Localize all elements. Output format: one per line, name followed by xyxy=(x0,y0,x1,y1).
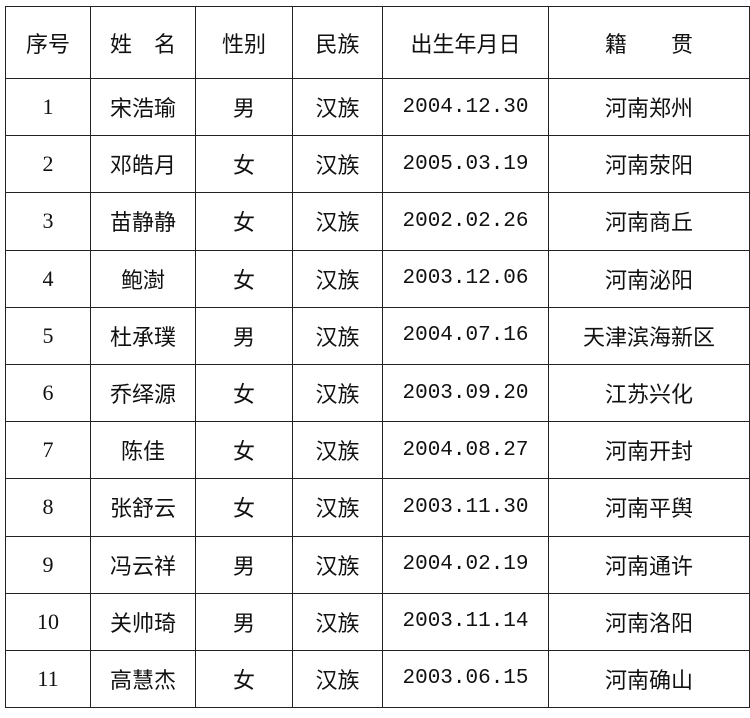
cell-no: 4 xyxy=(5,249,91,308)
table-row: 6 乔绎源女汉族 2003.09.20 江苏兴化 xyxy=(5,363,750,423)
table-row: 11 高慧杰女汉族 2003.06.15 河南确山 xyxy=(5,649,750,709)
cell-gender: 女 xyxy=(195,192,293,251)
cell-gender: 女 xyxy=(195,249,293,308)
cell-native: 河南荥阳 xyxy=(548,135,750,194)
cell-native: 江苏兴化 xyxy=(548,363,750,423)
cell-ethnicity: 汉族 xyxy=(292,135,383,194)
cell-name: 邓皓月 xyxy=(90,135,196,194)
cell-birth: 2004.08.27 xyxy=(382,421,549,480)
cell-birth: 2004.12.30 xyxy=(382,77,549,137)
cell-name: 关帅琦 xyxy=(90,592,196,651)
cell-name: 鲍澍 xyxy=(90,249,196,308)
cell-no: 2 xyxy=(5,135,91,194)
table-row: 5 杜承璞男汉族 2004.07.16 天津滨海新区 xyxy=(5,306,750,365)
header-birth: 出生年月日 xyxy=(382,6,549,79)
cell-gender: 男 xyxy=(195,77,293,137)
cell-gender: 男 xyxy=(195,535,293,594)
cell-name: 高慧杰 xyxy=(90,649,196,709)
cell-ethnicity: 汉族 xyxy=(292,535,383,594)
cell-birth: 2005.03.19 xyxy=(382,135,549,194)
cell-native: 河南开封 xyxy=(548,421,750,480)
cell-ethnicity: 汉族 xyxy=(292,192,383,251)
cell-no: 8 xyxy=(5,478,91,537)
cell-native: 河南通许 xyxy=(548,535,750,594)
cell-native: 河南平舆 xyxy=(548,478,750,537)
cell-ethnicity: 汉族 xyxy=(292,363,383,423)
table-row: 10 关帅琦男汉族 2003.11.14 河南洛阳 xyxy=(5,592,750,651)
header-gender: 性别 xyxy=(195,6,293,79)
cell-native: 河南确山 xyxy=(548,649,750,709)
table-row: 8 张舒云女汉族 2003.11.30 河南平舆 xyxy=(5,478,750,537)
cell-ethnicity: 汉族 xyxy=(292,306,383,365)
cell-gender: 女 xyxy=(195,478,293,537)
cell-gender: 女 xyxy=(195,649,293,709)
cell-ethnicity: 汉族 xyxy=(292,592,383,651)
cell-ethnicity: 汉族 xyxy=(292,77,383,137)
cell-gender: 男 xyxy=(195,306,293,365)
cell-birth: 2003.12.06 xyxy=(382,249,549,308)
cell-name: 冯云祥 xyxy=(90,535,196,594)
cell-no: 9 xyxy=(5,535,91,594)
cell-ethnicity: 汉族 xyxy=(292,421,383,480)
cell-birth: 2003.11.14 xyxy=(382,592,549,651)
header-row: 序号 姓 名 性别 民族 出生年月日 籍 贯 xyxy=(5,6,750,79)
cell-name: 苗静静 xyxy=(90,192,196,251)
cell-no: 10 xyxy=(5,592,91,651)
cell-ethnicity: 汉族 xyxy=(292,249,383,308)
cell-ethnicity: 汉族 xyxy=(292,478,383,537)
student-table: 序号 姓 名 性别 民族 出生年月日 籍 贯 1 宋浩瑜男汉族 2004.12.30… xyxy=(5,6,750,709)
cell-name: 张舒云 xyxy=(90,478,196,537)
header-ethnicity: 民族 xyxy=(292,6,383,79)
cell-name: 杜承璞 xyxy=(90,306,196,365)
cell-gender: 女 xyxy=(195,135,293,194)
header-no: 序号 xyxy=(5,6,91,79)
cell-birth: 2003.11.30 xyxy=(382,478,549,537)
header-native: 籍 贯 xyxy=(548,6,750,79)
cell-birth: 2003.06.15 xyxy=(382,649,549,709)
header-name: 姓 名 xyxy=(90,6,196,79)
table-row: 4 鲍澍女汉族 2003.12.06 河南泌阳 xyxy=(5,249,750,308)
cell-no: 3 xyxy=(5,192,91,251)
cell-native: 河南泌阳 xyxy=(548,249,750,308)
cell-gender: 女 xyxy=(195,421,293,480)
cell-no: 11 xyxy=(5,649,91,709)
cell-name: 宋浩瑜 xyxy=(90,77,196,137)
table-row: 7 陈佳女汉族 2004.08.27 河南开封 xyxy=(5,421,750,480)
cell-name: 乔绎源 xyxy=(90,363,196,423)
cell-name: 陈佳 xyxy=(90,421,196,480)
cell-birth: 2003.09.20 xyxy=(382,363,549,423)
cell-native: 河南商丘 xyxy=(548,192,750,251)
cell-no: 1 xyxy=(5,77,91,137)
cell-no: 6 xyxy=(5,363,91,423)
table-row: 1 宋浩瑜男汉族 2004.12.30 河南郑州 xyxy=(5,77,750,137)
cell-birth: 2004.07.16 xyxy=(382,306,549,365)
cell-ethnicity: 汉族 xyxy=(292,649,383,709)
table-row: 2 邓皓月女汉族 2005.03.19 河南荥阳 xyxy=(5,135,750,194)
cell-native: 天津滨海新区 xyxy=(548,306,750,365)
table-row: 9 冯云祥男汉族 2004.02.19 河南通许 xyxy=(5,535,750,594)
cell-no: 7 xyxy=(5,421,91,480)
cell-gender: 男 xyxy=(195,592,293,651)
cell-gender: 女 xyxy=(195,363,293,423)
cell-native: 河南洛阳 xyxy=(548,592,750,651)
cell-birth: 2004.02.19 xyxy=(382,535,549,594)
table-row: 3 苗静静女汉族 2002.02.26 河南商丘 xyxy=(5,192,750,251)
cell-native: 河南郑州 xyxy=(548,77,750,137)
cell-birth: 2002.02.26 xyxy=(382,192,549,251)
cell-no: 5 xyxy=(5,306,91,365)
